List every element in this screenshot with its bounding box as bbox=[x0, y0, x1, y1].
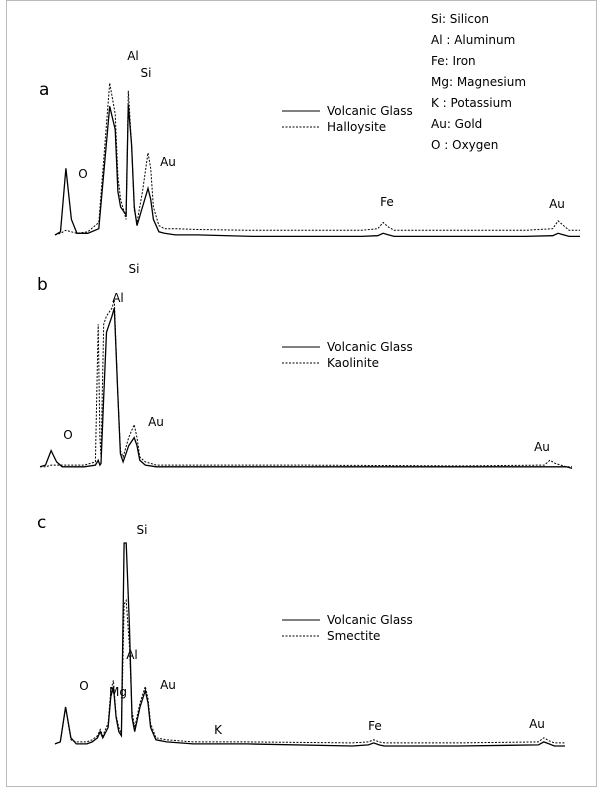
peak-label: Au bbox=[534, 440, 550, 454]
legend-label: Kaolinite bbox=[327, 356, 379, 370]
element-key: Si: Silicon Al : Aluminum Fe: Iron Mg: M… bbox=[431, 12, 526, 152]
peak-label: Au bbox=[148, 415, 164, 429]
peak-label: O bbox=[78, 167, 87, 181]
peak-label: Au bbox=[160, 155, 176, 169]
peak-label: Si bbox=[129, 262, 140, 276]
peak-label: Al bbox=[126, 648, 138, 662]
key-line-0: Si: Silicon bbox=[431, 12, 489, 26]
peak-label: Si bbox=[141, 66, 152, 80]
legend-label: Volcanic Glass bbox=[327, 340, 413, 354]
series-line-smectite bbox=[54, 598, 565, 745]
panel-letter: a bbox=[39, 80, 49, 100]
series-line-volcanic-glass bbox=[54, 542, 565, 747]
peak-label: Fe bbox=[380, 195, 394, 209]
peak-label: Au bbox=[160, 678, 176, 692]
panel-letter: c bbox=[37, 513, 46, 533]
peak-label: O bbox=[79, 679, 88, 693]
series-line-kaolinite bbox=[40, 299, 572, 468]
peak-label: O bbox=[63, 428, 72, 442]
peak-label: Si bbox=[137, 523, 148, 537]
peak-label: Au bbox=[529, 717, 545, 731]
figure-border bbox=[6, 0, 597, 787]
peak-label: Au bbox=[549, 197, 565, 211]
panel-b: b Volcanic Glass Kaolinite O Al Si Au Au bbox=[37, 262, 573, 470]
key-line-4: K : Potassium bbox=[431, 96, 512, 110]
legend-label: Volcanic Glass bbox=[327, 104, 413, 118]
key-line-2: Fe: Iron bbox=[431, 54, 476, 68]
key-line-1: Al : Aluminum bbox=[431, 33, 515, 47]
series-line-volcanic-glass bbox=[39, 307, 573, 470]
peak-label: Fe bbox=[368, 719, 382, 733]
panel-letter: b bbox=[37, 275, 48, 295]
peak-label: Al bbox=[127, 49, 139, 63]
key-line-3: Mg: Magnesium bbox=[431, 75, 526, 89]
legend-label: Smectite bbox=[327, 629, 380, 643]
peak-label: Mg bbox=[109, 685, 127, 699]
series-line-halloysite bbox=[54, 82, 580, 236]
key-line-5: Au: Gold bbox=[431, 117, 482, 131]
peak-label: Al bbox=[112, 291, 124, 305]
series-line-volcanic-glass bbox=[54, 104, 580, 238]
key-line-6: O : Oxygen bbox=[431, 138, 498, 152]
panel-c: c Volcanic Glass Smectite O Mg Al Si Au K Fe Au bbox=[37, 513, 565, 747]
legend-label: Volcanic Glass bbox=[327, 613, 413, 627]
legend-label: Halloysite bbox=[327, 120, 386, 134]
peak-label: K bbox=[214, 723, 223, 737]
